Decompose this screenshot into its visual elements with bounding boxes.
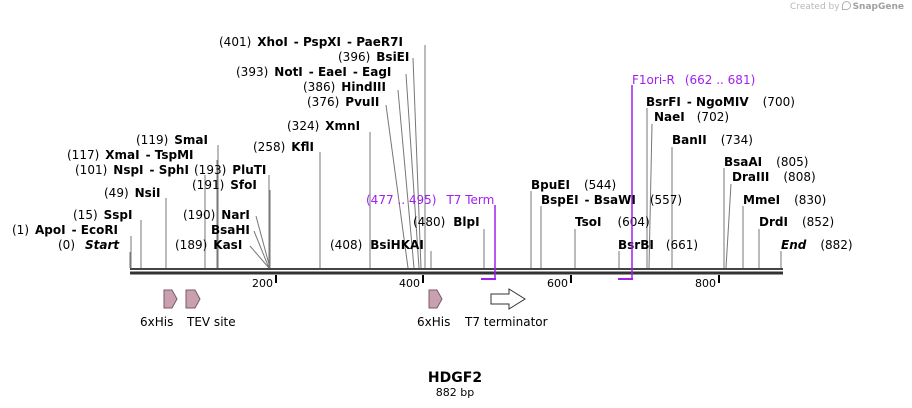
site-label: (49) NsiI <box>104 186 160 200</box>
site-label: TsoI (604) <box>575 215 650 229</box>
feature-arrow-6xhis <box>163 289 178 309</box>
site-label: (376) PvuII <box>307 95 379 109</box>
site-label: (190) NarI <box>183 208 250 222</box>
site-label: (15) SspI <box>73 208 132 222</box>
site-label: BsrBI (661) <box>618 238 698 252</box>
site-label: NaeI (702) <box>654 110 729 124</box>
site-label: (324) XmnI <box>287 119 360 133</box>
feature-arrow-t7-terminator <box>490 288 526 310</box>
site-label: DraIII (808) <box>732 170 816 184</box>
feature-arrow-6xhis <box>428 289 443 309</box>
sequence-backbone-top <box>130 268 783 270</box>
feature-label: T7 terminator <box>464 315 548 329</box>
site-leader-lines <box>129 45 782 269</box>
site-label: DrdI (852) <box>759 215 834 229</box>
axis-tick-label: 400 <box>399 277 420 290</box>
site-label: (408) BsiHKAI <box>330 238 424 252</box>
site-label: (119) SmaI <box>136 133 208 147</box>
primer-label: F1ori-R (662 .. 681) <box>632 73 755 87</box>
primer-label: (477 .. 495) T7 Term <box>366 193 494 207</box>
site-label: (386) HindIII <box>303 80 386 94</box>
axis-tick-label: 600 <box>547 277 568 290</box>
site-label: (0) Start <box>58 238 120 252</box>
sequence-backbone-bottom <box>130 271 783 275</box>
site-label: (393) NotI - EaeI - EagI <box>236 65 391 79</box>
site-label: (193) PluTI <box>194 163 266 177</box>
site-label: (117) XmaI - TspMI <box>67 148 194 162</box>
site-label: BpuEI (544) <box>531 178 616 192</box>
axis-tick-label: 200 <box>252 277 273 290</box>
snapgene-logo-icon <box>841 1 851 10</box>
credit-brand: SnapGene <box>852 2 904 12</box>
site-label: BsaAI (805) <box>724 155 808 169</box>
site-label: (189) KasI <box>175 238 242 252</box>
map-title: HDGF2 <box>428 370 482 386</box>
site-label: (401) XhoI - PspXI - PaeR7I <box>219 35 403 49</box>
snapgene-credit: Created by SnapGene <box>790 1 904 12</box>
feature-label: 6xHis <box>140 315 173 329</box>
site-label: BspEI - BsaWI (557) <box>541 193 682 207</box>
credit-prefix: Created by <box>790 2 840 12</box>
primer-f1ori-r: F1ori-R (662 .. 681) <box>618 73 755 280</box>
site-label: MmeI (830) <box>743 193 826 207</box>
feature-label: 6xHis <box>417 315 450 329</box>
primer-t7-term: (477 .. 495) T7 Term <box>366 193 496 280</box>
feature-label: TEV site <box>186 315 236 329</box>
site-label: (191) SfoI <box>192 178 257 192</box>
site-label: (480) BlpI <box>413 215 480 229</box>
site-label: BsrFI - NgoMIV (700) <box>646 95 795 109</box>
site-label: End (882) <box>781 238 853 252</box>
map-length: 882 bp <box>436 386 474 399</box>
axis-tick-label: 800 <box>695 277 716 290</box>
site-label: (396) BsiEI <box>338 50 409 64</box>
site-label: BanII (734) <box>672 133 753 147</box>
feature-arrow-tev-site <box>185 289 201 309</box>
axis-ticks: 200 400 600 800 <box>252 275 720 290</box>
site-label: (1) ApoI - EcoRI <box>12 223 118 237</box>
site-label: (101) NspI - SphI <box>75 163 189 177</box>
site-label: (258) KflI <box>253 140 314 154</box>
features: 6xHis TEV site 6xHis T7 terminator <box>140 288 548 329</box>
site-labels: (401) XhoI - PspXI - PaeR7I (396) BsiEI (393… <box>12 35 853 252</box>
site-label: BsaHI <box>211 223 250 237</box>
